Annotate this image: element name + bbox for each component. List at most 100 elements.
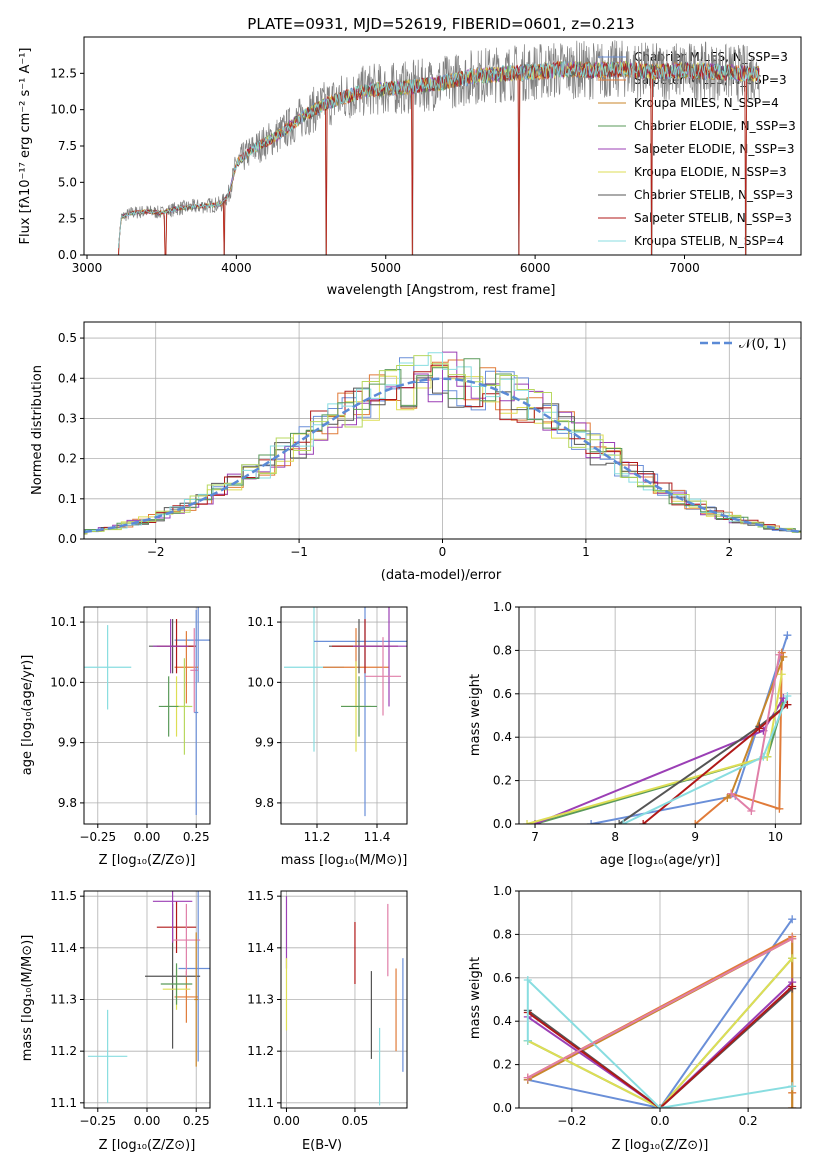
mass-ebv-xlabel: E(B-V) [302,1138,342,1153]
mass-weight-line [526,674,783,824]
x-tick-label: 11.4 [364,830,391,844]
mass-weight-line [527,985,793,1108]
y-tick-label: 7.5 [58,139,77,153]
plus-marker [779,652,788,661]
plus-marker [691,820,700,824]
legend-entry-salpeter-elodie: Salpeter ELODIE, N_SSP=3 [634,142,795,156]
x-tick-label: 0.00 [134,1114,161,1128]
x-tick-label: 7000 [669,261,700,275]
massweight-vs-metallicity-panel: Z [log₁₀(Z/Z⊙)] mass weight −0.2 0.0 0.2 0.… [468,884,802,1153]
y-tick-label: 11.3 [50,993,77,1007]
x-tick-label: 6000 [520,261,551,275]
mass-weight-line [527,981,793,1108]
plus-marker [788,1104,797,1108]
mass-z-ylabel: mass [log₁₀(M/M⊙)] [20,935,35,1062]
x-tick-label: 5000 [370,261,401,275]
y-tick-label: 9.8 [255,796,274,810]
plus-marker [788,1082,797,1091]
errorbar-point [194,610,199,815]
y-tick-label: 0.2 [58,452,77,466]
errorbar-point [156,901,197,953]
y-tick-label: 11.1 [50,1096,77,1110]
mw-age-xlabel: age [log₁₀(age/yr)] [600,853,721,868]
errorbar-point [353,607,407,707]
x-tick-label: −0.25 [79,1114,116,1128]
legend-entry-kroupa-elodie: Kroupa ELODIE, N_SSP=3 [634,165,787,179]
y-tick-label: 10.1 [247,615,274,629]
mass-vs-ebv-panel: E(B-V) 0.00 0.05 11.1 11.2 11.3 11.4 11.5 [247,889,408,1153]
plus-marker [615,820,624,824]
mw-age-ylabel: mass weight [468,674,483,756]
x-tick-label: 0 [439,545,447,559]
plus-marker [775,650,784,659]
y-tick-label: 10.1 [50,615,77,629]
plus-marker [727,789,736,798]
residual-histogram [84,351,801,535]
legend-entry-chabrier-stelib: Chabrier STELIB, N_SSP=3 [634,188,793,202]
errorbar-point [178,891,210,1062]
errorbar-point [172,903,201,977]
y-tick-label: 1.0 [493,884,512,898]
x-tick-label: 0.05 [342,1114,369,1128]
y-tick-label: 0.4 [493,1014,512,1028]
y-tick-label: 9.9 [58,736,77,750]
spectrum-plot-area [118,40,760,255]
mass-weight-line [527,918,794,1108]
spectrum-panel: Chabrier MILES, N_SSP=3 Salpeter MILES, … [18,36,802,298]
plus-marker [783,691,792,700]
y-tick-label: 12.5 [50,66,77,80]
errorbar-point [174,607,210,683]
mass-weight-line [694,652,783,824]
massweight-vs-age-panel: age [log₁₀(age/yr)] mass weight 7 8 9 10 0.0… [468,600,802,868]
plus-marker [788,954,797,963]
age-z-ylabel: age [log₁₀(age/yr)] [20,655,35,776]
plus-marker [523,1036,532,1045]
mw-z-ylabel: mass weight [468,957,483,1039]
errorbar-point [152,619,189,674]
x-tick-label: −2 [147,545,165,559]
spectrum-xlabel: wavelength [Angstrom, rest frame] [327,283,556,298]
mass-weight-line [527,987,793,1108]
y-tick-label: 5.0 [58,175,77,189]
plus-marker [755,724,764,733]
plus-marker [788,934,797,943]
y-tick-label: 10.0 [247,675,274,689]
x-tick-label: 8 [611,830,619,844]
x-tick-label: 4000 [221,261,252,275]
errorbar-point [84,625,132,710]
y-tick-label: 11.4 [50,941,77,955]
x-tick-label: 1 [582,545,590,559]
plus-marker [523,975,532,984]
age-vs-metallicity-panel: Z [log₁₀(Z/Z⊙)] age [log₁₀(age/yr)] −0.2… [20,606,211,868]
errorbar-point [152,891,193,943]
residuals-xlabel: (data-model)/error [381,568,502,583]
y-tick-label: 0.2 [493,774,512,788]
errorbar-point [160,963,193,1005]
masse-plot-area [285,896,404,1106]
legend-entry-kroupa-miles: Kroupa MILES, N_SSP=4 [634,96,779,110]
y-tick-label: 11.1 [247,1096,274,1110]
x-tick-label: 3000 [72,261,103,275]
residual-histogram [84,355,801,535]
plus-marker [523,1073,532,1082]
agez-plot-area [84,607,210,815]
plus-marker [587,820,596,824]
plus-marker [747,806,756,815]
model-spectrum-salpeter-stelib [118,61,760,255]
age-z-xlabel: Z [log₁₀(Z/Z⊙)] [99,853,196,868]
errorbar-point [158,676,179,737]
errorbar-point [365,637,401,716]
x-tick-label: 2 [725,545,733,559]
spectrum-ylabel: Flux [fλ10⁻¹⁷ erg cm⁻² s⁻¹ A⁻¹] [18,48,33,245]
residuals-ylabel: Normed distribution [30,365,45,495]
mass-weight-line [527,957,793,1108]
y-tick-label: 11.2 [50,1044,77,1058]
y-tick-label: 11.2 [247,1044,274,1058]
age-vs-mass-panel: mass [log₁₀(M/M⊙)] 11.2 11.4 9.8 9.9 10.0 10.… [247,606,408,868]
x-tick-label: 11.2 [304,830,331,844]
x-tick-label: 0.00 [273,1114,300,1128]
y-tick-label: 0.0 [493,817,512,831]
plus-marker [777,670,786,679]
y-tick-label: 0.3 [58,411,77,425]
mass-z-xlabel: Z [log₁₀(Z/Z⊙)] [99,1138,196,1153]
